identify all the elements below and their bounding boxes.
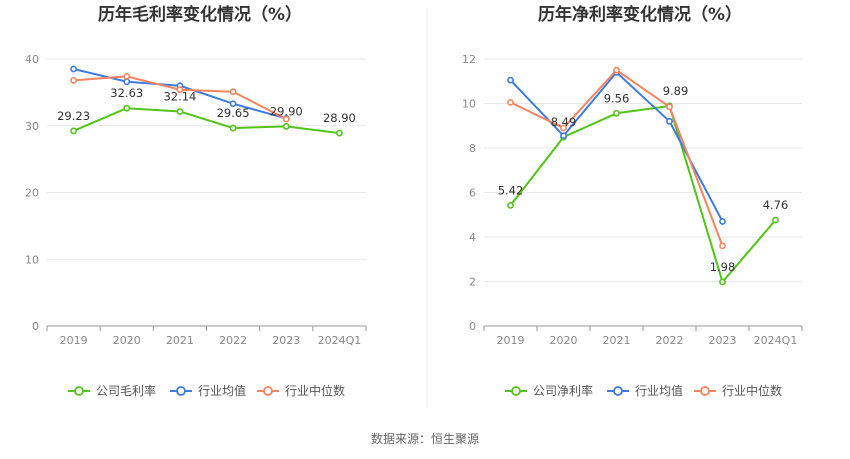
x-tick-label: 2019 xyxy=(60,334,88,347)
y-tick-label: 10 xyxy=(462,98,476,111)
data-label: 1.98 xyxy=(710,260,736,274)
legend-marker[interactable] xyxy=(263,386,273,396)
x-tick-label: 2021 xyxy=(166,334,194,347)
data-label: 29.90 xyxy=(270,104,303,118)
data-point[interactable] xyxy=(229,100,237,108)
data-point[interactable] xyxy=(719,218,726,225)
data-point[interactable] xyxy=(282,115,290,123)
gross-margin-chart: 历年毛利率变化情况（%） 0 10 20 30 40 2019 2020 2021 2022 202… xyxy=(25,4,367,398)
data-label: 5.42 xyxy=(498,183,524,197)
y-tick-label: 2 xyxy=(469,276,476,289)
data-label: 8.49 xyxy=(551,115,577,129)
y-tick-label: 0 xyxy=(469,320,476,333)
legend-marker[interactable] xyxy=(613,386,623,396)
data-point[interactable] xyxy=(772,216,779,224)
x-tick-label: 2022 xyxy=(656,334,684,347)
series-line xyxy=(509,104,777,283)
data-point[interactable] xyxy=(560,132,567,140)
legend-label[interactable]: 公司毛利率 xyxy=(96,383,156,398)
legend-label[interactable]: 行业均值 xyxy=(198,383,246,398)
x-tick-label: 2020 xyxy=(113,334,141,347)
legend-marker[interactable] xyxy=(176,386,186,396)
legend-label[interactable]: 行业均值 xyxy=(635,383,683,398)
net-margin-chart: 历年净利率变化情况（%） 0 2 4 6 8 10 12 2019 2020 2021 2022 202… xyxy=(462,4,803,398)
legend-marker[interactable] xyxy=(700,386,710,396)
data-point[interactable] xyxy=(123,72,131,80)
x-tick-label: 2019 xyxy=(497,334,525,347)
data-point[interactable] xyxy=(229,88,237,96)
data-point[interactable] xyxy=(176,108,184,115)
legend-marker[interactable] xyxy=(511,386,521,396)
data-point[interactable] xyxy=(613,109,620,117)
legend-label[interactable]: 公司净利率 xyxy=(533,383,593,398)
x-tick-label: 2024Q1 xyxy=(318,334,362,347)
chart-title: 历年毛利率变化情况（%） xyxy=(98,4,302,25)
data-label: 9.56 xyxy=(604,91,630,105)
data-label: 4.76 xyxy=(763,198,789,212)
data-point[interactable] xyxy=(719,278,726,286)
x-tick-label: 2021 xyxy=(603,334,631,347)
data-point[interactable] xyxy=(229,124,237,132)
data-point[interactable] xyxy=(123,78,131,86)
source-note: 数据来源：恒生聚源 xyxy=(371,431,479,446)
y-tick-label: 40 xyxy=(25,53,39,66)
data-label: 9.89 xyxy=(663,84,689,98)
data-point[interactable] xyxy=(70,127,77,135)
legend-label[interactable]: 行业中位数 xyxy=(285,383,345,398)
legend-marker[interactable] xyxy=(74,386,84,396)
x-tick-label: 2022 xyxy=(219,334,247,347)
y-tick-label: 0 xyxy=(32,320,39,333)
data-point[interactable] xyxy=(560,124,567,132)
y-tick-label: 20 xyxy=(25,187,39,200)
legend-label[interactable]: 行业中位数 xyxy=(722,383,782,398)
data-point[interactable] xyxy=(666,103,673,111)
data-point[interactable] xyxy=(123,104,131,112)
data-label: 28.90 xyxy=(323,111,356,125)
y-tick-label: 8 xyxy=(469,142,476,155)
data-point[interactable] xyxy=(719,242,726,250)
data-point[interactable] xyxy=(176,86,184,94)
x-tick-label: 2020 xyxy=(550,334,578,347)
x-tick-label: 2023 xyxy=(272,334,300,347)
data-point[interactable] xyxy=(507,76,514,84)
series-line xyxy=(73,107,340,135)
data-point[interactable] xyxy=(70,65,77,73)
data-label: 29.65 xyxy=(217,106,250,120)
data-point[interactable] xyxy=(282,123,290,130)
data-point[interactable] xyxy=(507,98,514,106)
y-tick-label: 30 xyxy=(25,120,39,133)
x-tick-label: 2024Q1 xyxy=(754,334,798,347)
data-point[interactable] xyxy=(70,76,77,84)
y-tick-label: 6 xyxy=(469,187,476,200)
y-tick-label: 12 xyxy=(462,53,476,66)
data-label: 29.23 xyxy=(57,109,90,123)
y-tick-label: 10 xyxy=(25,253,39,266)
data-point[interactable] xyxy=(666,117,673,125)
data-point[interactable] xyxy=(613,66,620,74)
x-tick-label: 2023 xyxy=(709,334,737,347)
data-point[interactable] xyxy=(507,202,514,209)
chart-title: 历年净利率变化情况（%） xyxy=(538,4,742,25)
data-label: 32.63 xyxy=(110,86,143,100)
y-tick-label: 4 xyxy=(469,231,476,244)
data-label: 32.14 xyxy=(163,89,196,103)
data-point[interactable] xyxy=(336,129,343,137)
